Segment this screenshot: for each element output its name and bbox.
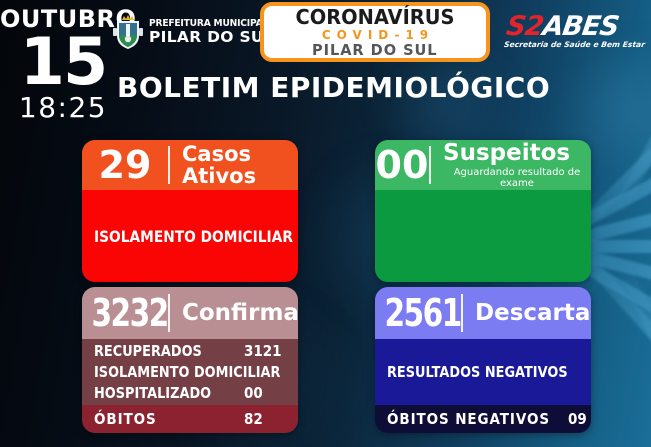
- header-divider: [429, 146, 431, 184]
- covid-badge-city: PILAR DO SUL: [312, 40, 438, 59]
- virus-spike: [611, 43, 651, 218]
- confirmados-label: Confirmados: [182, 299, 298, 326]
- suspeitos-label: Suspeitos: [443, 140, 571, 167]
- stat-value: 3121: [244, 342, 282, 360]
- covid-badge: CORONAVÍRUS COVID-19 PILAR DO SUL: [260, 2, 490, 62]
- stat-row: RESULTADOS NEGATIVOS 2552: [375, 363, 591, 381]
- city-hall-logo: PREFEITURA MUNICIPAL PILAR DO SUL: [112, 14, 274, 50]
- card-casos-ativos-header: 29 Casos Ativos: [82, 140, 298, 190]
- sabes-wordmark-white: ABES: [540, 11, 621, 42]
- card-suspeitos-header: 00 Suspeitos Aguardando resultado de exa…: [375, 140, 591, 190]
- suspeitos-subtitle: Aguardando resultado de exame: [453, 166, 581, 189]
- card-confirmados: 3232 Confirmados RECUPERADOS 3121 ISOLAM…: [82, 287, 298, 433]
- header-divider: [168, 146, 170, 184]
- suspeitos-value: 00: [375, 143, 429, 187]
- sabes-wordmark: S2ABES: [504, 11, 650, 42]
- stat-value: 00: [244, 384, 263, 402]
- card-confirmados-body: RECUPERADOS 3121 ISOLAMENTO DOMICILIAR 2…: [82, 339, 298, 405]
- stat-row: HOSPITALIZADO 00: [82, 384, 298, 402]
- casos-ativos-label: Casos Ativos: [182, 141, 257, 188]
- header-divider: [461, 294, 463, 332]
- card-confirmados-header: 3232 Confirmados: [82, 287, 298, 339]
- card-descartados: 2561 Descartados RESULTADOS NEGATIVOS 25…: [375, 287, 591, 433]
- descartados-label: Descartados: [475, 299, 591, 326]
- card-descartados-footer: ÓBITOS NEGATIVOS 09: [375, 405, 591, 433]
- sabes-logo: S2ABES Secretaria de Saúde e Bem Estar: [503, 11, 650, 49]
- descartados-value: 2561: [384, 291, 462, 335]
- coat-of-arms-icon: [113, 15, 143, 49]
- virus-spike: [616, 262, 651, 440]
- stat-value: 09: [568, 410, 587, 428]
- stat-row: RECUPERADOS 3121: [82, 342, 298, 360]
- stat-label: ÓBITOS NEGATIVOS: [387, 410, 550, 428]
- city-hall-line1: PREFEITURA MUNICIPAL: [149, 18, 269, 29]
- card-casos-ativos-body: ISOLAMENTO DOMICILIAR 29: [82, 190, 298, 282]
- stat-value: 82: [244, 410, 263, 428]
- casos-ativos-value: 29: [98, 143, 152, 187]
- stat-label: RECUPERADOS: [94, 342, 202, 360]
- sabes-wordmark-red: S2: [504, 11, 546, 42]
- covid-badge-subtitle: COVID-19: [321, 27, 435, 42]
- city-hall-line2: PILAR DO SUL: [149, 27, 274, 46]
- stat-label: RESULTADOS NEGATIVOS: [387, 363, 568, 381]
- date-time: 18:25: [18, 90, 108, 124]
- stat-label: HOSPITALIZADO: [94, 384, 212, 402]
- header-divider: [168, 294, 170, 332]
- page-title: BOLETIM EPIDEMIOLÓGICO: [117, 71, 551, 104]
- card-descartados-header: 2561 Descartados: [375, 287, 591, 339]
- stat-row: ISOLAMENTO DOMICILIAR 29: [82, 227, 298, 246]
- suspeitos-label-block: Suspeitos Aguardando resultado de exame: [431, 141, 591, 188]
- date-day: 15: [19, 25, 108, 100]
- confirmados-value: 3232: [91, 291, 169, 335]
- date-block: OUTUBRO 15 18:25: [0, 5, 136, 124]
- stat-label: ÓBITOS: [94, 410, 157, 428]
- sabes-tagline: Secretaria de Saúde e Bem Estar: [503, 40, 646, 49]
- city-hall-text: PREFEITURA MUNICIPAL PILAR DO SUL: [149, 19, 274, 45]
- stat-label: ISOLAMENTO DOMICILIAR: [94, 363, 281, 381]
- card-confirmados-footer: ÓBITOS 82: [82, 405, 298, 433]
- card-suspeitos: 00 Suspeitos Aguardando resultado de exa…: [375, 140, 591, 282]
- stat-row: ISOLAMENTO DOMICILIAR 29: [82, 363, 298, 381]
- card-casos-ativos: 29 Casos Ativos ISOLAMENTO DOMICILIAR 29: [82, 140, 298, 282]
- covid-badge-title: CORONAVÍRUS: [295, 4, 455, 29]
- card-suspeitos-body: [375, 190, 591, 282]
- card-descartados-body: RESULTADOS NEGATIVOS 2552: [375, 339, 591, 405]
- stat-label: ISOLAMENTO DOMICILIAR: [94, 226, 293, 246]
